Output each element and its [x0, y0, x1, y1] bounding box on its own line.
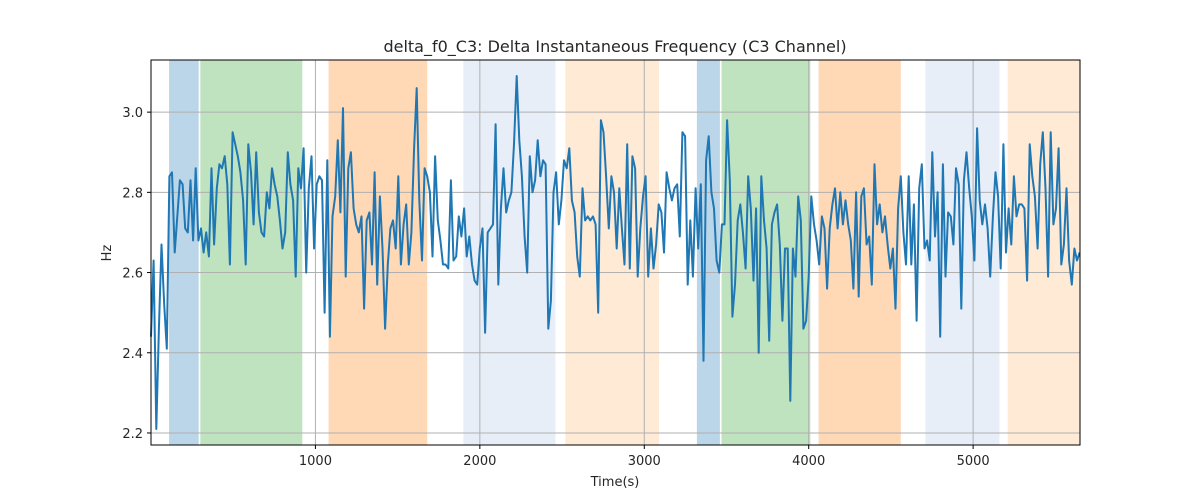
y-tick-label: 2.6 — [122, 267, 143, 282]
x-tick-label: 4000 — [792, 454, 825, 469]
plot-frame — [150, 59, 1081, 446]
x-tick-label: 5000 — [957, 454, 990, 469]
series-layer — [150, 75, 1081, 430]
x-tick-label: 1000 — [299, 454, 332, 469]
x-tick-label: 2000 — [463, 454, 496, 469]
highlight-band-4 — [463, 60, 556, 445]
highlight-band-1 — [169, 60, 199, 445]
series-line — [150, 75, 1081, 430]
y-axis-label: Hz — [100, 245, 115, 262]
y-tick-label: 2.4 — [122, 347, 143, 362]
x-axis-label: Time(s) — [590, 475, 640, 490]
y-tick-label: 3.0 — [122, 106, 143, 121]
highlight-band-2 — [200, 60, 303, 445]
y-tick-label: 2.2 — [122, 427, 143, 442]
x-axis-ticks: 1000 2000 3000 4000 5000 — [299, 445, 990, 469]
chart-title: delta_f0_C3: Delta Instantaneous Frequen… — [383, 37, 846, 57]
highlight-band-5 — [565, 60, 660, 445]
y-axis-ticks: 2.2 2.4 2.6 2.8 3.0 — [122, 106, 151, 442]
y-tick-label: 2.8 — [122, 186, 143, 201]
x-tick-label: 3000 — [628, 454, 661, 469]
